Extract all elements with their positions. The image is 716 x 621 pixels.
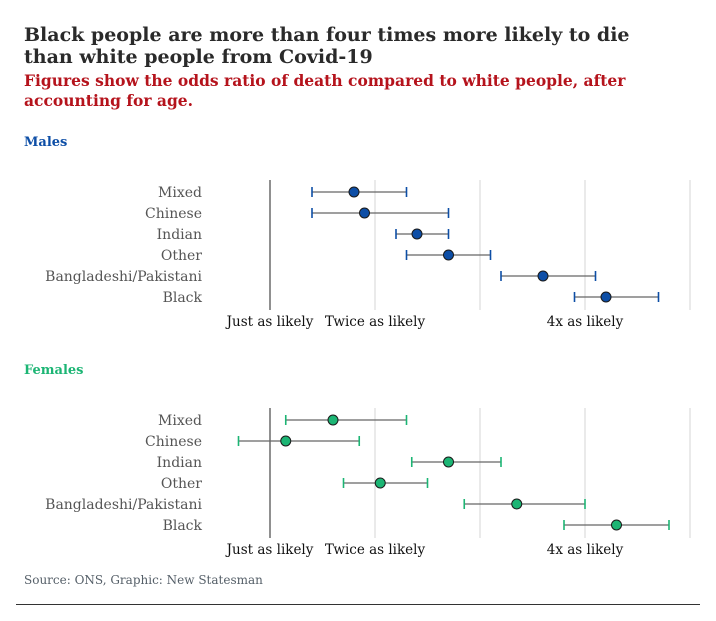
chart-title: Black people are more than four times mo… — [24, 24, 630, 68]
estimate-point — [327, 414, 339, 426]
category-label: Bangladeshi/Pakistani — [45, 497, 202, 513]
chart-area: Males Just as likely Twice as likely 4x as … — [24, 135, 691, 558]
category-label: Chinese — [145, 434, 202, 450]
panel-title: Males — [24, 135, 67, 150]
category-label: Mixed — [158, 413, 202, 429]
panel-title: Females — [24, 363, 84, 378]
x-tick-label: Just as likely — [225, 542, 314, 558]
category-label: Chinese — [145, 206, 202, 222]
category-label: Other — [161, 476, 202, 492]
x-tick-label: 4x as likely — [547, 542, 624, 558]
estimate-point — [443, 456, 454, 468]
category-label: Bangladeshi/Pakistani — [45, 269, 202, 285]
estimate-point — [600, 291, 612, 303]
x-tick-label: Just as likely — [225, 314, 314, 330]
estimate-point — [280, 435, 292, 447]
estimate-point — [611, 519, 622, 531]
source-note: Source: ONS, Graphic: New Statesman — [24, 573, 263, 587]
category-label: Other — [161, 248, 202, 264]
x-tick-label: Twice as likely — [325, 542, 426, 558]
category-label: Black — [163, 518, 203, 534]
estimate-point — [348, 186, 360, 198]
category-label: Mixed — [158, 185, 202, 201]
estimate-point — [443, 249, 454, 261]
estimate-point — [359, 207, 370, 219]
category-label: Indian — [157, 227, 202, 243]
category-label: Indian — [157, 455, 202, 471]
x-tick-label: 4x as likely — [547, 314, 624, 330]
estimate-point — [511, 498, 523, 510]
chart-subtitle: Figures show the odds ratio of death com… — [24, 71, 626, 110]
estimate-point — [374, 477, 386, 489]
estimate-point — [411, 228, 423, 240]
estimate-point — [537, 270, 549, 282]
x-tick-label: Twice as likely — [325, 314, 426, 330]
category-label: Black — [163, 290, 203, 306]
bottom-divider — [16, 604, 700, 605]
